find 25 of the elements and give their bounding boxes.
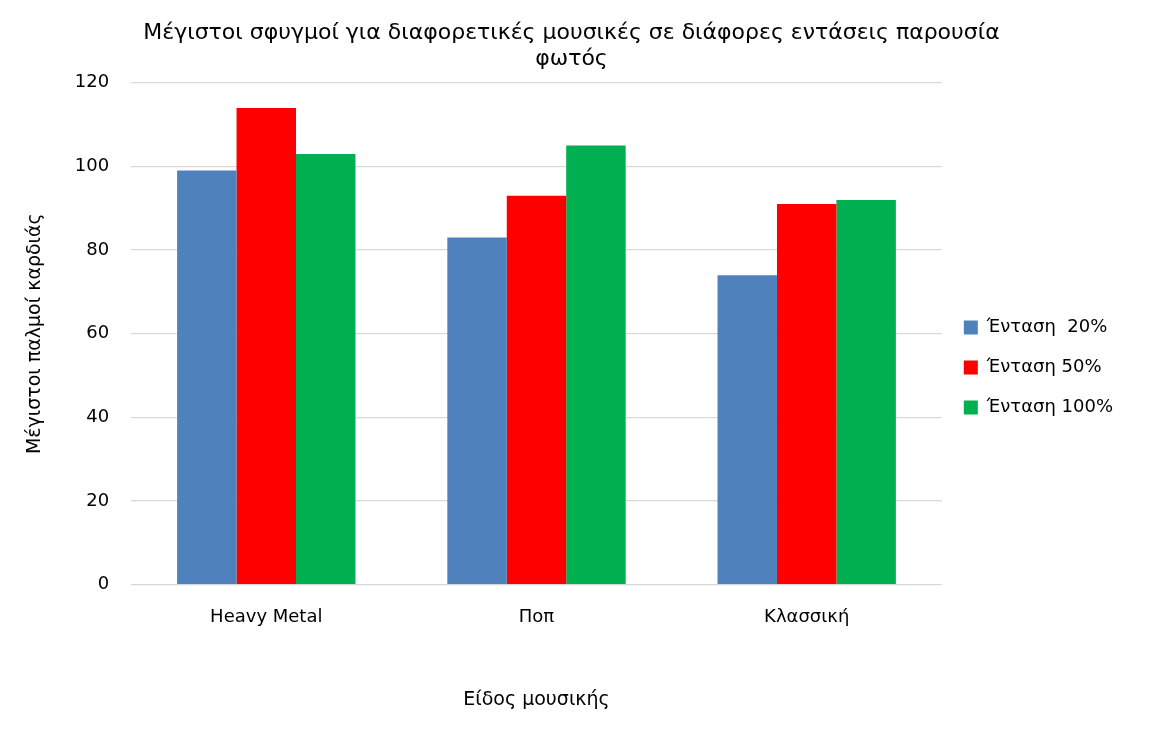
- bar: [836, 199, 896, 584]
- bar: [566, 145, 626, 584]
- bar: [717, 275, 777, 584]
- y-tick-label: 100: [74, 154, 110, 176]
- y-tick-label: 60: [86, 321, 110, 343]
- y-tick-label: 20: [86, 488, 110, 510]
- bar: [295, 153, 356, 584]
- x-tick-label: Heavy Metal: [210, 605, 323, 627]
- legend-label: Ένταση 100%: [985, 395, 1113, 417]
- x-axis-title: Είδος μουσικής: [463, 686, 610, 709]
- bar: [776, 204, 837, 584]
- legend-label: Ένταση 20%: [985, 315, 1108, 337]
- y-tick-label: 120: [74, 70, 110, 92]
- chart-title: Μέγιστοι σφυγμοί για διαφορετικές μουσικές σε διάφορες εντάσεις παρουσία φωτός: [143, 18, 1000, 71]
- bar: [236, 107, 296, 584]
- x-tick-label: Κλασσική: [764, 605, 850, 627]
- legend-label: Ένταση 50%: [985, 355, 1102, 377]
- bar: [447, 237, 507, 584]
- y-tick-label: 0: [97, 572, 110, 594]
- bar: [506, 195, 567, 584]
- y-axis-title: Μέγιστοι παλμοί καρδιάς: [22, 213, 45, 455]
- y-tick-label: 40: [86, 405, 110, 427]
- bar: [177, 170, 237, 584]
- x-tick-label: Ποπ: [518, 605, 555, 627]
- y-tick-label: 80: [86, 237, 110, 259]
